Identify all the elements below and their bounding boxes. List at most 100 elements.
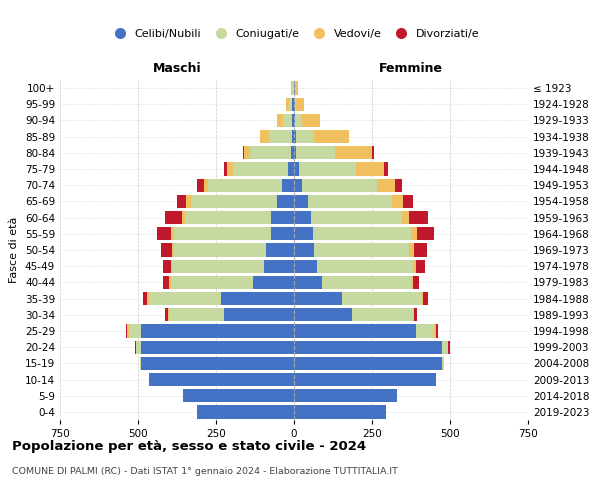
Bar bbox=[296, 146, 335, 160]
Bar bbox=[294, 276, 322, 289]
Bar bbox=[294, 324, 416, 338]
Bar bbox=[294, 260, 317, 273]
Y-axis label: Anni di nascita: Anni di nascita bbox=[598, 208, 600, 291]
Bar bbox=[169, 276, 171, 289]
Bar bbox=[409, 211, 428, 224]
Bar bbox=[157, 227, 171, 240]
Bar bbox=[277, 195, 294, 208]
Bar bbox=[294, 356, 442, 370]
Bar bbox=[128, 324, 141, 338]
Bar bbox=[292, 130, 294, 143]
Bar bbox=[294, 195, 308, 208]
Bar bbox=[288, 162, 294, 175]
Bar bbox=[266, 244, 294, 256]
Bar bbox=[141, 324, 294, 338]
Legend: Celibi/Nubili, Coniugati/e, Vedovi/e, Divorziati/e: Celibi/Nubili, Coniugati/e, Vedovi/e, Di… bbox=[104, 24, 484, 43]
Bar bbox=[292, 82, 294, 94]
Bar bbox=[136, 340, 141, 354]
Bar bbox=[164, 211, 182, 224]
Bar bbox=[343, 292, 422, 305]
Bar bbox=[148, 292, 149, 305]
Bar bbox=[250, 146, 291, 160]
Bar bbox=[167, 308, 169, 322]
Bar bbox=[141, 340, 294, 354]
Bar bbox=[224, 308, 294, 322]
Bar bbox=[414, 308, 417, 322]
Bar bbox=[434, 324, 436, 338]
Bar bbox=[191, 195, 277, 208]
Bar bbox=[286, 98, 289, 111]
Bar bbox=[140, 356, 141, 370]
Bar bbox=[163, 276, 169, 289]
Bar bbox=[422, 292, 424, 305]
Bar bbox=[308, 195, 392, 208]
Bar bbox=[125, 324, 127, 338]
Bar bbox=[417, 227, 434, 240]
Bar bbox=[301, 114, 320, 127]
Bar bbox=[317, 260, 413, 273]
Bar bbox=[296, 130, 314, 143]
Bar bbox=[395, 178, 401, 192]
Bar bbox=[442, 356, 444, 370]
Bar bbox=[372, 146, 374, 160]
Bar bbox=[385, 162, 388, 175]
Bar bbox=[174, 227, 271, 240]
Bar bbox=[177, 195, 187, 208]
Bar bbox=[294, 340, 442, 354]
Bar bbox=[313, 227, 411, 240]
Bar bbox=[299, 162, 356, 175]
Bar bbox=[442, 340, 448, 354]
Bar bbox=[294, 98, 295, 111]
Bar bbox=[424, 292, 428, 305]
Bar bbox=[141, 356, 294, 370]
Bar bbox=[294, 227, 313, 240]
Bar bbox=[448, 340, 450, 354]
Bar bbox=[302, 178, 377, 192]
Bar bbox=[197, 178, 203, 192]
Bar bbox=[295, 98, 296, 111]
Bar bbox=[161, 244, 172, 256]
Bar bbox=[352, 308, 413, 322]
Bar bbox=[171, 276, 253, 289]
Bar bbox=[294, 244, 314, 256]
Bar bbox=[314, 130, 349, 143]
Bar bbox=[271, 211, 294, 224]
Bar bbox=[164, 308, 167, 322]
Bar bbox=[436, 324, 437, 338]
Bar bbox=[294, 82, 295, 94]
Bar bbox=[403, 195, 413, 208]
Bar bbox=[292, 114, 294, 127]
Bar bbox=[411, 276, 413, 289]
Text: COMUNE DI PALMI (RC) - Dati ISTAT 1° gennaio 2024 - Elaborazione TUTTITALIA.IT: COMUNE DI PALMI (RC) - Dati ISTAT 1° gen… bbox=[12, 468, 398, 476]
Bar bbox=[182, 211, 185, 224]
Bar bbox=[277, 114, 283, 127]
Bar bbox=[392, 195, 403, 208]
Bar bbox=[291, 82, 292, 94]
Bar bbox=[314, 244, 409, 256]
Bar bbox=[281, 178, 294, 192]
Bar bbox=[414, 244, 427, 256]
Bar bbox=[269, 130, 292, 143]
Bar bbox=[356, 162, 385, 175]
Bar bbox=[294, 211, 311, 224]
Bar bbox=[187, 195, 191, 208]
Bar bbox=[416, 324, 434, 338]
Bar bbox=[295, 114, 301, 127]
Bar bbox=[271, 227, 294, 240]
Bar bbox=[221, 292, 294, 305]
Bar bbox=[292, 98, 294, 111]
Bar bbox=[174, 244, 266, 256]
Bar bbox=[294, 130, 296, 143]
Bar bbox=[172, 260, 265, 273]
Bar bbox=[149, 292, 221, 305]
Text: Femmine: Femmine bbox=[379, 62, 443, 75]
Bar bbox=[294, 162, 299, 175]
Bar bbox=[413, 308, 414, 322]
Bar bbox=[143, 292, 148, 305]
Bar bbox=[294, 292, 343, 305]
Bar bbox=[172, 244, 174, 256]
Text: Maschi: Maschi bbox=[152, 62, 202, 75]
Text: Popolazione per età, sesso e stato civile - 2024: Popolazione per età, sesso e stato civil… bbox=[12, 440, 366, 453]
Bar bbox=[335, 146, 372, 160]
Bar bbox=[294, 308, 352, 322]
